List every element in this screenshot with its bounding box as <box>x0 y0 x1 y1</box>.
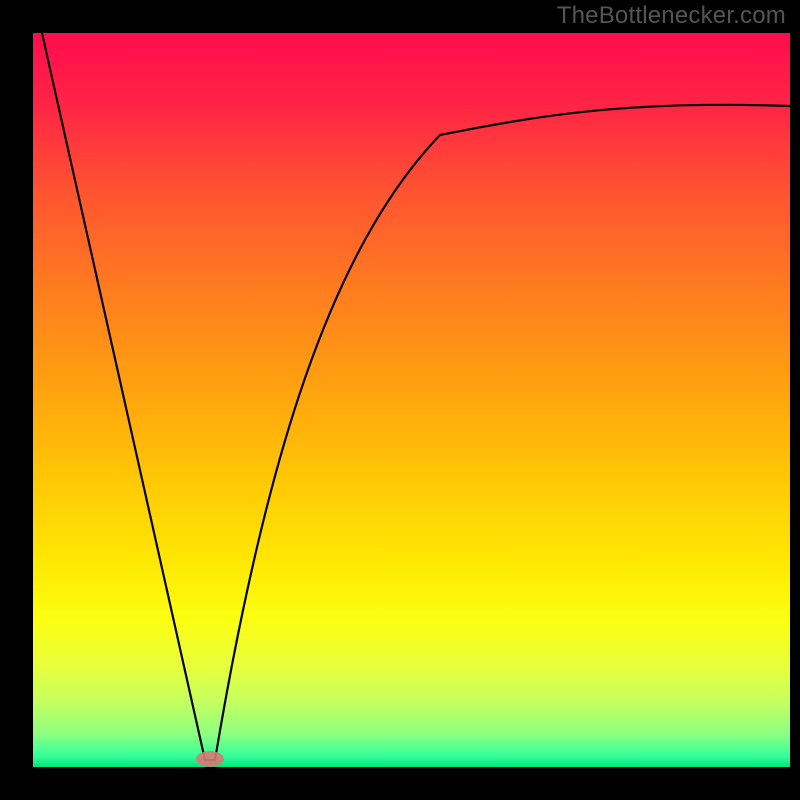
optimal-point-marker <box>196 751 224 767</box>
plot-area <box>33 33 790 767</box>
chart-stage: TheBottlenecker.com <box>0 0 800 800</box>
watermark-text: TheBottlenecker.com <box>557 2 786 30</box>
chart-svg <box>0 0 800 800</box>
